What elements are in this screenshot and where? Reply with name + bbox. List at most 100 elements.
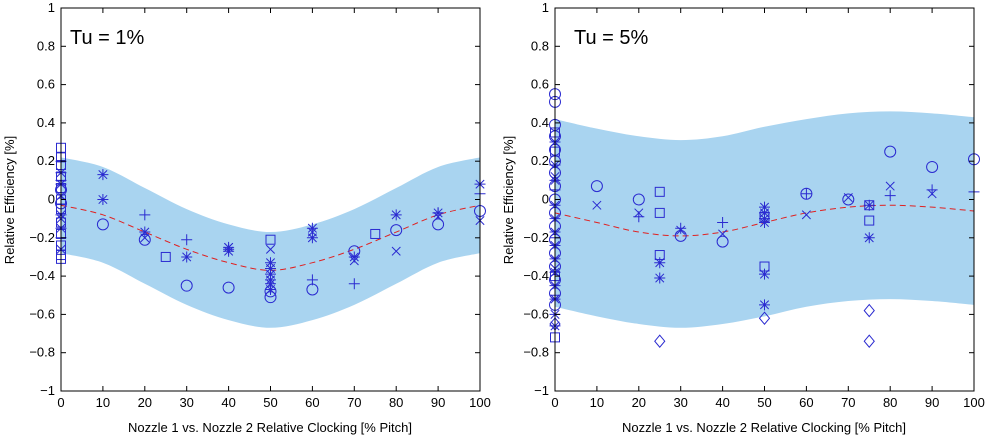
star-marker	[265, 268, 276, 280]
plus-marker	[181, 234, 193, 246]
plus-marker	[223, 243, 235, 255]
plot-area-2: 10.80.60.40.20−0.2−0.4−0.6−0.8−10 10 20 30 4…	[523, 0, 985, 410]
x-tick-label: 80	[883, 395, 897, 410]
x-tick-label: 50	[757, 395, 771, 410]
cross-marker	[801, 210, 811, 220]
y-tick-label: 1	[542, 0, 549, 15]
plus-marker	[717, 216, 729, 228]
star-marker	[97, 169, 109, 181]
star-marker	[863, 232, 875, 244]
x-tick-label: 90	[925, 395, 939, 410]
y-tick-label: 0	[542, 192, 549, 207]
square-marker	[370, 228, 381, 239]
circle-marker	[632, 193, 645, 206]
cross-marker	[843, 193, 853, 203]
star-marker	[97, 194, 109, 205]
cross-marker	[885, 181, 895, 191]
y-tick-label: 0.2	[531, 153, 549, 168]
y-tick-label: 0.4	[37, 115, 55, 130]
circle-marker	[432, 218, 445, 231]
cross-marker	[224, 242, 234, 252]
y-tick-label: 0.6	[37, 77, 55, 92]
x-tick-label: 100	[469, 395, 491, 410]
star-marker	[306, 222, 318, 234]
star-marker	[759, 299, 770, 311]
x-tick-label: 40	[221, 395, 235, 410]
y-tick-label: −1	[40, 383, 55, 398]
square-marker	[864, 215, 875, 226]
cross-marker	[718, 229, 728, 239]
star-marker	[759, 268, 770, 280]
y-tick-label: −0.2	[29, 230, 55, 245]
x-tick-label: 30	[179, 395, 193, 410]
cross-marker	[634, 208, 644, 218]
x-tick-label: 20	[632, 395, 646, 410]
cross-marker	[391, 246, 401, 256]
panel-annotation: Tu = 1%	[70, 27, 145, 49]
star-marker	[759, 216, 770, 228]
y-axis-label: Relative Efficiency [%]	[2, 136, 17, 264]
star-marker	[390, 209, 402, 221]
y-tick-label: 0.8	[37, 38, 55, 53]
y-tick-label: 0.6	[531, 77, 549, 92]
x-tick-label: 50	[263, 395, 277, 410]
x-tick-label: 40	[715, 395, 729, 410]
cross-marker	[927, 189, 937, 199]
star-marker	[139, 226, 151, 238]
x-tick-label: 30	[673, 395, 687, 410]
x-tick-label: 10	[590, 395, 604, 410]
y-tick-label: −0.8	[29, 345, 55, 360]
plus-marker	[675, 222, 687, 234]
y-tick-label: −1	[534, 383, 549, 398]
diamond-marker	[863, 303, 875, 318]
cross-marker	[676, 225, 686, 235]
y-tick-label: 1	[48, 0, 55, 15]
circle-marker	[716, 235, 729, 248]
y-tick-label: 0.4	[531, 115, 549, 130]
square-marker	[654, 186, 665, 197]
circle-marker	[390, 224, 403, 237]
star-marker	[265, 278, 276, 290]
x-tick-label: 60	[799, 395, 813, 410]
star-marker	[863, 199, 875, 211]
star-marker	[759, 201, 770, 213]
panel-tu-1: Tu = 1% Nozzle 1 vs. Nozzle 2 Relative C…	[2, 27, 412, 435]
star-marker	[654, 257, 666, 269]
y-tick-label: −0.6	[29, 306, 55, 321]
y-tick-label: 0.8	[531, 38, 549, 53]
x-tick-label: 60	[305, 395, 319, 410]
diamond-marker	[654, 334, 666, 348]
y-tick-label: −0.8	[523, 345, 549, 360]
y-tick-label: −0.6	[523, 306, 549, 321]
panel-annotation: Tu = 5%	[574, 27, 649, 49]
x-tick-label: 20	[138, 395, 152, 410]
diamond-marker	[863, 334, 875, 348]
star-marker	[759, 207, 770, 219]
star-marker	[306, 232, 318, 244]
y-tick-label: 0	[48, 192, 55, 207]
cross-marker	[433, 212, 443, 222]
star-marker	[181, 251, 193, 263]
x-tick-label: 0	[551, 395, 558, 410]
plus-marker	[139, 209, 151, 221]
y-axis-label: Relative Efficiency [%]	[501, 136, 516, 264]
circle-marker	[926, 160, 939, 173]
cross-marker	[592, 200, 602, 210]
square-marker	[265, 234, 276, 245]
cross-marker	[349, 256, 359, 266]
plus-marker	[306, 274, 318, 286]
x-tick-label: 70	[347, 395, 361, 410]
x-tick-label: 0	[57, 395, 64, 410]
x-tick-label: 90	[431, 395, 445, 410]
x-tick-label: 80	[389, 395, 403, 410]
square-marker	[654, 207, 665, 218]
y-tick-label: −0.2	[523, 230, 549, 245]
panel-tu-5: Tu = 5% Nozzle 1 vs. Nozzle 2 Relative C…	[501, 27, 906, 435]
circle-marker	[222, 281, 235, 294]
square-marker	[160, 251, 171, 262]
x-axis-label: Nozzle 1 vs. Nozzle 2 Relative Clocking …	[622, 420, 906, 435]
y-tick-label: −0.4	[29, 268, 55, 283]
plus-marker	[348, 278, 360, 290]
circle-marker	[180, 279, 193, 292]
x-tick-label: 70	[841, 395, 855, 410]
